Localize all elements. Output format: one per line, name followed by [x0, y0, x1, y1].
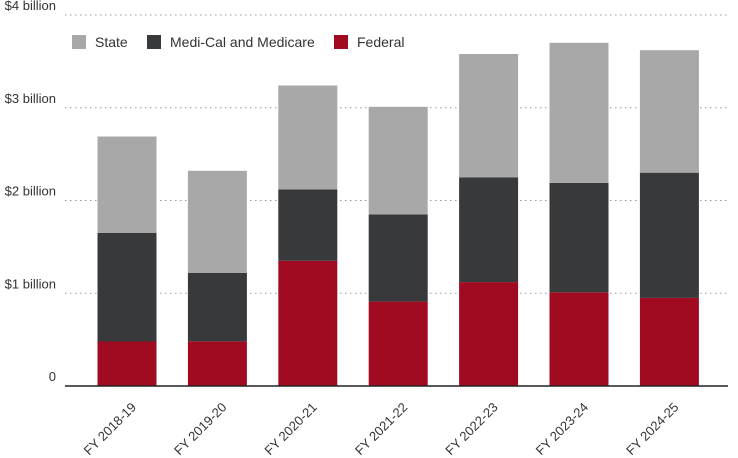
bar-federal	[368, 301, 428, 386]
bar-state	[549, 42, 609, 183]
bar-federal	[639, 297, 699, 386]
bar-federal	[459, 282, 519, 386]
bar-federal	[549, 292, 609, 386]
legend-swatch-medi-cal-and-medicare	[147, 35, 161, 49]
legend-label-state: State	[95, 34, 128, 50]
x-tick-label: FY 2022-23	[442, 400, 500, 458]
bar-federal	[278, 260, 338, 386]
y-axis-tick-labels: 0 $1 billion $2 billion $3 billion $4 billio…	[5, 0, 56, 384]
bar-medi-cal-and-medicare	[187, 272, 247, 342]
bar-medi-cal-and-medicare	[368, 214, 428, 302]
bar-federal	[97, 341, 157, 386]
x-tick-label: FY 2024-25	[623, 400, 681, 458]
bar-stack	[187, 170, 247, 386]
bar-state	[187, 170, 247, 273]
bar-stack	[639, 50, 699, 386]
bar-state	[459, 54, 519, 178]
bar-medi-cal-and-medicare	[97, 233, 157, 342]
legend-swatch-state	[72, 35, 86, 49]
y-tick-label: $4 billion	[5, 0, 56, 13]
x-tick-label: FY 2018-19	[81, 400, 139, 458]
bar-stack	[459, 54, 519, 386]
bar-federal	[187, 341, 247, 386]
bar-stack	[368, 106, 428, 386]
legend-item-federal: Federal	[334, 34, 404, 50]
legend-label-medi-cal-and-medicare: Medi-Cal and Medicare	[170, 34, 315, 50]
y-tick-label: $1 billion	[5, 276, 56, 291]
bar-medi-cal-and-medicare	[549, 182, 609, 293]
legend-label-federal: Federal	[357, 34, 404, 50]
bar-state	[278, 85, 338, 190]
bar-state	[97, 136, 157, 233]
bar-stack	[549, 42, 609, 386]
bars	[97, 42, 699, 386]
x-tick-label: FY 2019-20	[171, 400, 229, 458]
y-tick-label: $3 billion	[5, 91, 56, 106]
legend-item-medi-cal-and-medicare: Medi-Cal and Medicare	[147, 34, 315, 50]
bar-stack	[278, 85, 338, 386]
x-tick-label: FY 2020-21	[261, 400, 319, 458]
bar-state	[639, 50, 699, 173]
bar-medi-cal-and-medicare	[639, 172, 699, 298]
bar-medi-cal-and-medicare	[459, 177, 519, 283]
x-axis-tick-labels: FY 2018-19 FY 2019-20 FY 2020-21 FY 2021-22…	[81, 400, 682, 458]
bar-state	[368, 106, 428, 215]
bar-medi-cal-and-medicare	[278, 189, 338, 261]
x-tick-label: FY 2021-22	[352, 400, 410, 458]
legend: State Medi-Cal and Medicare Federal	[72, 34, 404, 50]
y-tick-label: $2 billion	[5, 184, 56, 199]
legend-swatch-federal	[334, 35, 348, 49]
bar-stack	[97, 136, 157, 386]
legend-item-state: State	[72, 34, 128, 50]
y-tick-label: 0	[49, 369, 56, 384]
x-tick-label: FY 2023-24	[533, 400, 591, 458]
